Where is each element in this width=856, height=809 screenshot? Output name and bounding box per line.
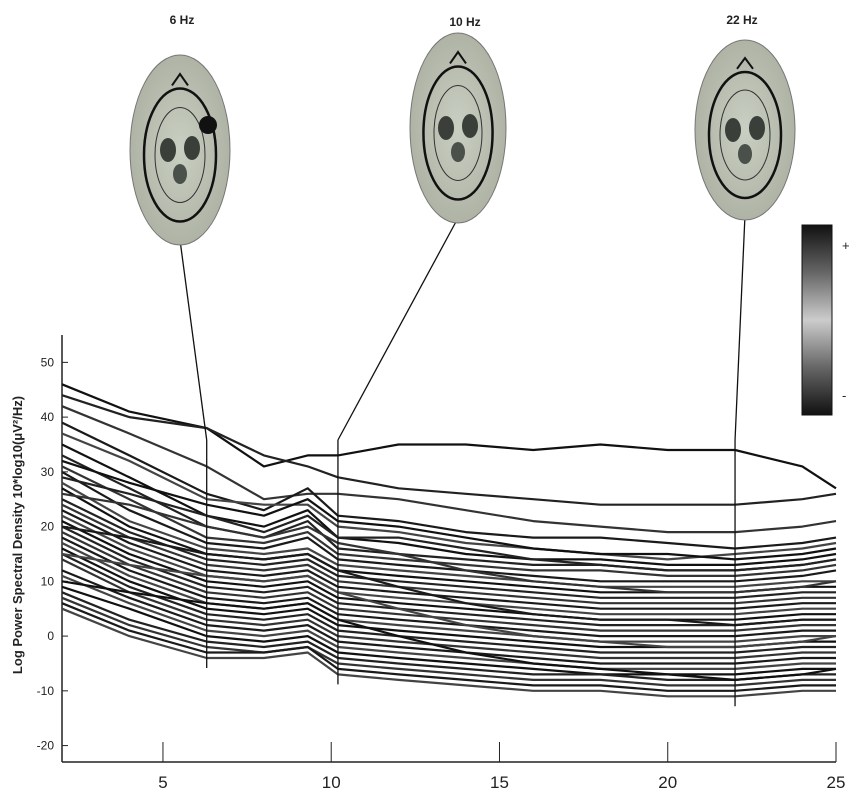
psd-line	[61, 421, 837, 550]
psd-line	[61, 498, 836, 599]
x-tick-label: 25	[827, 773, 846, 792]
psd-line	[61, 585, 836, 676]
connector-line	[734, 214, 746, 441]
connector-line	[337, 217, 459, 441]
psd-line	[61, 525, 836, 627]
connector-line	[179, 239, 208, 441]
psd-line	[61, 454, 837, 572]
psd-line	[61, 569, 836, 665]
nose-shape	[171, 72, 189, 86]
nose-shape	[449, 50, 467, 64]
psd-line	[61, 553, 836, 654]
psd-line	[61, 383, 837, 490]
contour-blob	[725, 118, 741, 142]
y-tick-label: 40	[41, 410, 55, 424]
nose-shape	[736, 56, 754, 70]
psd-line	[61, 432, 837, 561]
contour-line	[719, 89, 771, 181]
colorbar-gradient	[801, 224, 833, 416]
y-tick-label: -20	[37, 739, 55, 753]
contour-blob	[749, 116, 765, 140]
scalp-map	[694, 39, 796, 221]
psd-line	[61, 574, 836, 671]
contour-blob	[438, 116, 454, 140]
contour-blob	[462, 114, 478, 138]
y-tick-label: 10	[41, 574, 55, 588]
frequency-label: 10 Hz	[449, 15, 480, 29]
colorbar-bottom-label: -	[842, 388, 846, 403]
x-tick-label: 10	[322, 773, 341, 792]
psd-line	[61, 596, 836, 687]
psd-line	[61, 476, 837, 572]
psd-line	[61, 536, 836, 638]
colorbar: + -	[801, 224, 850, 416]
frequency-label: 22 Hz	[726, 13, 757, 27]
psd-line	[61, 503, 836, 605]
scalp-map-background	[409, 32, 507, 224]
psd-line	[61, 394, 837, 506]
contour-line	[433, 85, 483, 181]
contour-blob	[451, 142, 465, 162]
head-outline	[142, 87, 218, 223]
psd-line	[61, 492, 837, 594]
contour-blob	[199, 116, 217, 134]
scalp-map-background	[694, 39, 796, 221]
psd-line	[61, 470, 837, 583]
contour-blob	[160, 138, 176, 162]
frequency-connectors	[179, 214, 746, 707]
y-axis-label: Log Power Spectral Density 10*log10(μV²/…	[10, 396, 25, 674]
x-tick-label: 20	[658, 773, 677, 792]
psd-line	[61, 481, 836, 588]
y-tick-label: 0	[47, 629, 54, 643]
head-outline	[707, 70, 783, 200]
y-tick-label: -10	[37, 684, 55, 698]
psd-line	[61, 607, 836, 698]
contour-line	[154, 107, 206, 203]
y-tick-label: 20	[41, 520, 55, 534]
y-tick-label: 30	[41, 465, 55, 479]
contour-blob	[738, 144, 752, 164]
psd-line	[61, 580, 837, 682]
y-tick-label: 50	[41, 355, 55, 369]
colorbar-top-label: +	[842, 238, 850, 253]
psd-line	[61, 459, 837, 561]
psd-lines	[61, 383, 837, 698]
psd-line	[61, 405, 837, 534]
psd-line	[61, 552, 837, 649]
contour-blob	[184, 136, 200, 160]
psd-line	[61, 520, 836, 621]
scalp-map	[129, 54, 231, 246]
scalp-maps: 6 Hz 10 Hz 22 Hz	[129, 13, 796, 246]
x-tick-label: 15	[490, 773, 509, 792]
scalp-map-background	[129, 54, 231, 246]
psd-line	[61, 602, 836, 692]
frequency-label: 6 Hz	[170, 13, 195, 27]
x-tick-label: 5	[158, 773, 167, 792]
scalp-map	[409, 32, 507, 224]
contour-blob	[173, 164, 187, 184]
head-outline	[422, 65, 494, 201]
